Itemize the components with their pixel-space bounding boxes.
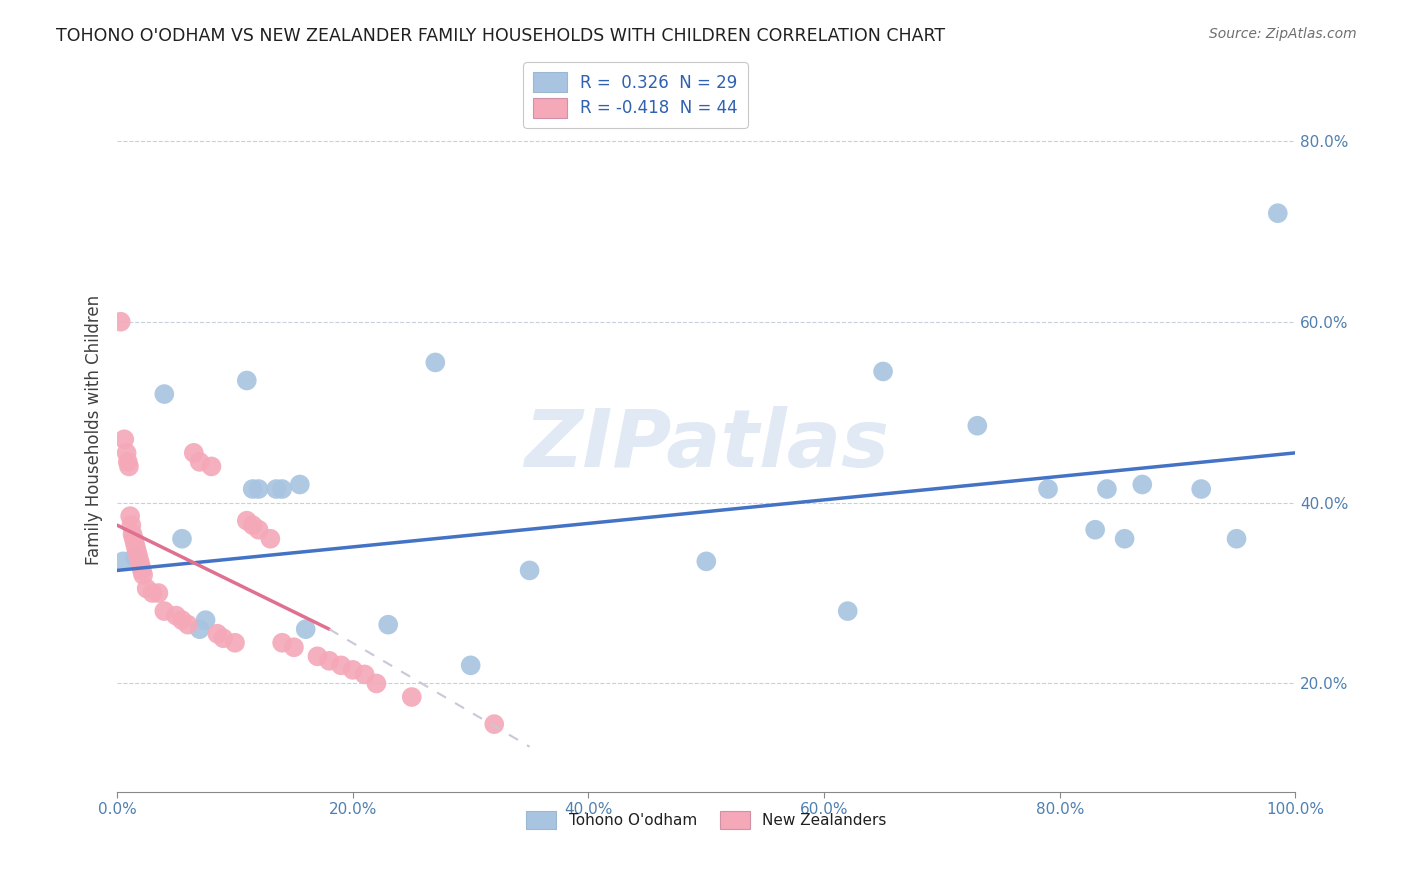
Point [1114, 532, 1136, 546]
Point [141, 586, 163, 600]
Point [1267, 206, 1289, 220]
Point [121, 527, 143, 541]
Point [283, 640, 305, 655]
Point [122, 532, 145, 546]
Point [117, 455, 139, 469]
Point [132, 568, 155, 582]
Point [264, 482, 287, 496]
Point [460, 658, 482, 673]
Point [188, 455, 211, 469]
Point [112, 554, 135, 568]
Point [127, 549, 149, 564]
Point [153, 604, 176, 618]
Point [153, 387, 176, 401]
Point [307, 649, 329, 664]
Point [135, 582, 157, 596]
Point [207, 626, 229, 640]
Point [212, 632, 235, 646]
Point [872, 364, 894, 378]
Point [1225, 532, 1247, 546]
Point [484, 717, 506, 731]
Point [110, 315, 132, 329]
Point [330, 658, 353, 673]
Point [200, 459, 222, 474]
Point [1095, 482, 1118, 496]
Point [837, 604, 859, 618]
Point [1189, 482, 1212, 496]
Point [288, 477, 311, 491]
Point [236, 514, 259, 528]
Point [353, 667, 375, 681]
Text: ZIPatlas: ZIPatlas [524, 406, 889, 483]
Point [294, 622, 316, 636]
Legend: Tohono O'odham, New Zealanders: Tohono O'odham, New Zealanders [520, 805, 893, 835]
Point [342, 663, 364, 677]
Point [247, 482, 270, 496]
Point [128, 554, 150, 568]
Point [131, 563, 153, 577]
Point [194, 613, 217, 627]
Point [127, 545, 149, 559]
Point [124, 536, 146, 550]
Point [271, 636, 294, 650]
Point [242, 518, 264, 533]
Point [259, 532, 281, 546]
Point [401, 690, 423, 704]
Point [247, 523, 270, 537]
Point [118, 459, 141, 474]
Point [1084, 523, 1107, 537]
Point [377, 617, 399, 632]
Point [1130, 477, 1153, 491]
Point [170, 613, 193, 627]
Point [112, 432, 135, 446]
Point [519, 563, 541, 577]
Point [236, 374, 259, 388]
Point [124, 549, 146, 564]
Point [170, 532, 193, 546]
Point [129, 558, 152, 573]
Point [1036, 482, 1059, 496]
Point [148, 586, 170, 600]
Point [318, 654, 340, 668]
Point [188, 622, 211, 636]
Point [695, 554, 717, 568]
Point [271, 482, 294, 496]
Point [366, 676, 388, 690]
Point [183, 446, 205, 460]
Point [115, 446, 138, 460]
Y-axis label: Family Households with Children: Family Households with Children [86, 295, 103, 566]
Point [165, 608, 187, 623]
Text: TOHONO O'ODHAM VS NEW ZEALANDER FAMILY HOUSEHOLDS WITH CHILDREN CORRELATION CHAR: TOHONO O'ODHAM VS NEW ZEALANDER FAMILY H… [56, 27, 945, 45]
Point [966, 418, 988, 433]
Point [120, 509, 142, 524]
Point [425, 355, 447, 369]
Point [224, 636, 246, 650]
Point [125, 541, 148, 555]
Point [177, 617, 200, 632]
Point [120, 518, 142, 533]
Text: Source: ZipAtlas.com: Source: ZipAtlas.com [1209, 27, 1357, 41]
Point [242, 482, 264, 496]
